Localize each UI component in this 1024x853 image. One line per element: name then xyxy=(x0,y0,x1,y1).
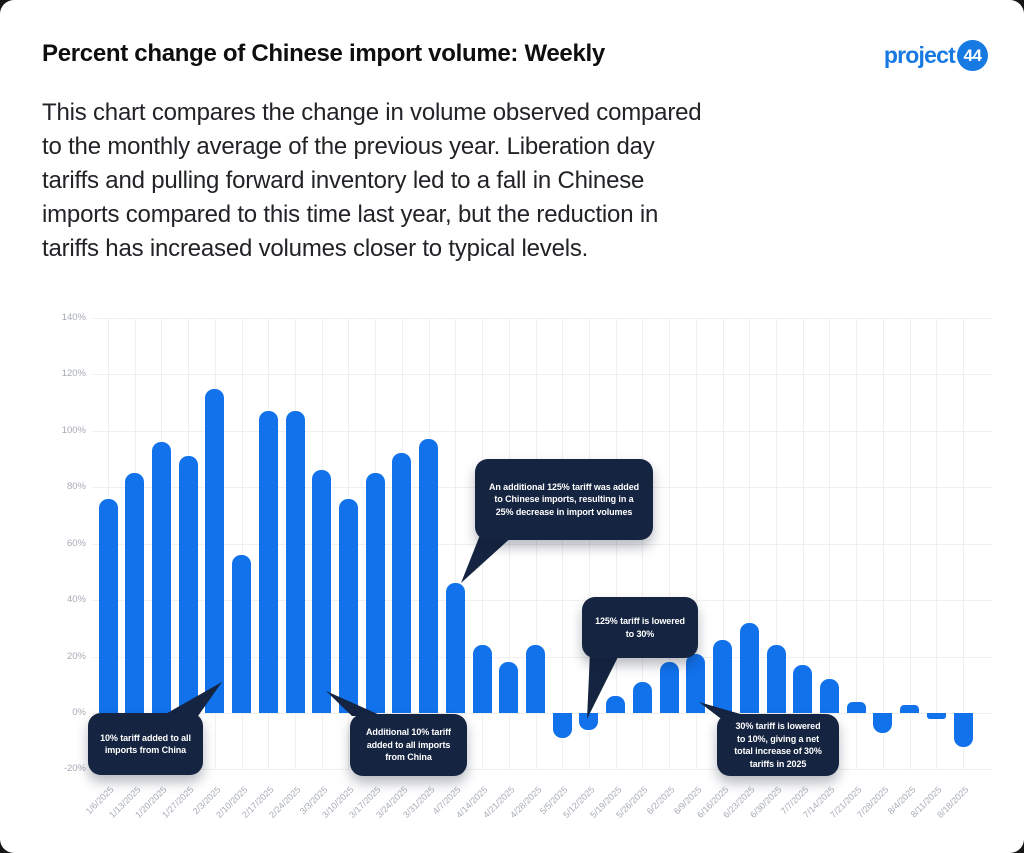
v-gridline xyxy=(829,318,831,770)
h-gridline xyxy=(92,713,992,714)
chart-bar-7/14/2025 xyxy=(819,679,839,713)
chart-bar-2/24/2025 xyxy=(285,411,305,713)
chart-bar-8/18/2025 xyxy=(953,713,973,747)
v-gridline xyxy=(535,318,537,770)
y-axis-tick-label: 140% xyxy=(61,311,86,323)
chart-bar-3/10/2025 xyxy=(338,498,358,713)
chart-bar-1/6/2025 xyxy=(98,498,118,713)
v-gridline xyxy=(615,318,617,770)
chart-bar-2/17/2025 xyxy=(258,411,278,713)
v-gridline xyxy=(909,318,911,770)
chart-bar-6/16/2025 xyxy=(713,639,733,713)
v-gridline xyxy=(963,318,965,770)
y-axis-tick-label: -20% xyxy=(63,763,86,775)
h-gridline xyxy=(92,430,992,432)
v-gridline xyxy=(882,318,884,770)
h-gridline xyxy=(92,374,992,376)
v-gridline xyxy=(802,318,804,770)
x-axis-tick-label: 6/2/2025 xyxy=(644,784,677,817)
v-gridline xyxy=(455,318,457,770)
chart-bar-1/20/2025 xyxy=(151,442,171,713)
chart-bar-6/2/2025 xyxy=(659,662,679,713)
v-gridline xyxy=(776,318,777,770)
chart-bar-4/21/2025 xyxy=(499,662,519,713)
y-axis-tick-label: 60% xyxy=(66,537,86,549)
chart-bar-3/24/2025 xyxy=(392,453,412,713)
chart-bar-4/7/2025 xyxy=(445,583,465,713)
annotation-callout-6/9/2025: 30% tariff is lowered to 10%, giving a n… xyxy=(717,714,839,776)
y-axis-tick-label: 40% xyxy=(66,594,86,606)
y-axis-tick-label: 20% xyxy=(66,650,86,662)
chart-bar-5/12/2025 xyxy=(579,713,599,730)
chart-bar-6/23/2025 xyxy=(739,622,759,713)
v-gridline xyxy=(642,318,644,770)
chart-bar-8/11/2025 xyxy=(926,713,946,719)
h-gridline xyxy=(92,769,992,771)
chart-bar-2/3/2025 xyxy=(205,388,225,713)
v-gridline xyxy=(669,318,671,770)
v-gridline xyxy=(562,318,564,770)
chart-bar-4/28/2025 xyxy=(526,645,546,713)
chart-bar-2/10/2025 xyxy=(232,554,252,713)
chart-bar-7/7/2025 xyxy=(793,665,813,713)
chart-bar-3/31/2025 xyxy=(419,439,439,713)
v-gridline xyxy=(241,318,243,770)
v-gridline xyxy=(749,318,751,770)
chart-bar-5/26/2025 xyxy=(632,681,652,713)
v-gridline xyxy=(695,318,697,770)
chart-bar-1/27/2025 xyxy=(178,456,198,713)
chart-bar-6/30/2025 xyxy=(766,645,786,713)
h-gridline xyxy=(92,600,992,602)
chart-bar-3/17/2025 xyxy=(365,473,385,713)
annotation-callout-3/3/2025: Additional 10% tariff added to all impor… xyxy=(350,714,467,776)
chart-bar-5/19/2025 xyxy=(606,696,626,713)
v-gridline xyxy=(588,318,590,770)
chart-bar-5/5/2025 xyxy=(552,713,572,739)
chart-description: This chart compares the change in volume… xyxy=(42,99,702,262)
v-gridline xyxy=(936,318,938,770)
v-gridline xyxy=(722,318,724,770)
chart-bar-1/13/2025 xyxy=(125,473,145,713)
y-axis-tick-label: 0% xyxy=(72,707,86,718)
callout-tail xyxy=(461,535,514,583)
chart-bar-6/9/2025 xyxy=(686,653,706,713)
annotation-callout-2/3/2025: 10% tariff added to all imports from Chi… xyxy=(88,713,203,775)
page-title: Percent change of Chinese import volume:… xyxy=(42,40,605,67)
chart-bar-3/3/2025 xyxy=(312,470,332,713)
bar-chart: 140% 120% 100% 80% 60% 40% 20% 0% -20% 1/6/2025 1/… xyxy=(50,305,1000,850)
y-axis-tick-label: 120% xyxy=(61,368,86,380)
chart-bar-8/4/2025 xyxy=(900,704,920,713)
chart-bar-7/28/2025 xyxy=(873,713,893,733)
h-gridline xyxy=(92,543,992,545)
logo-wordmark: project xyxy=(883,42,956,68)
chart-bar-7/21/2025 xyxy=(846,701,866,713)
v-gridline xyxy=(856,318,858,770)
chart-bar-4/14/2025 xyxy=(472,645,492,713)
y-axis-tick-label: 80% xyxy=(66,481,86,493)
annotation-callout-4/7/2025: An additional 125% tariff was added to C… xyxy=(475,459,653,540)
project44-logo: project 44 xyxy=(884,40,988,71)
y-axis-tick-label: 100% xyxy=(61,424,86,436)
annotation-callout-5/12/2025: 125% tariff is lowered to 30% xyxy=(582,597,698,658)
logo-badge-circle: 44 xyxy=(957,40,988,71)
h-gridline xyxy=(92,317,992,319)
